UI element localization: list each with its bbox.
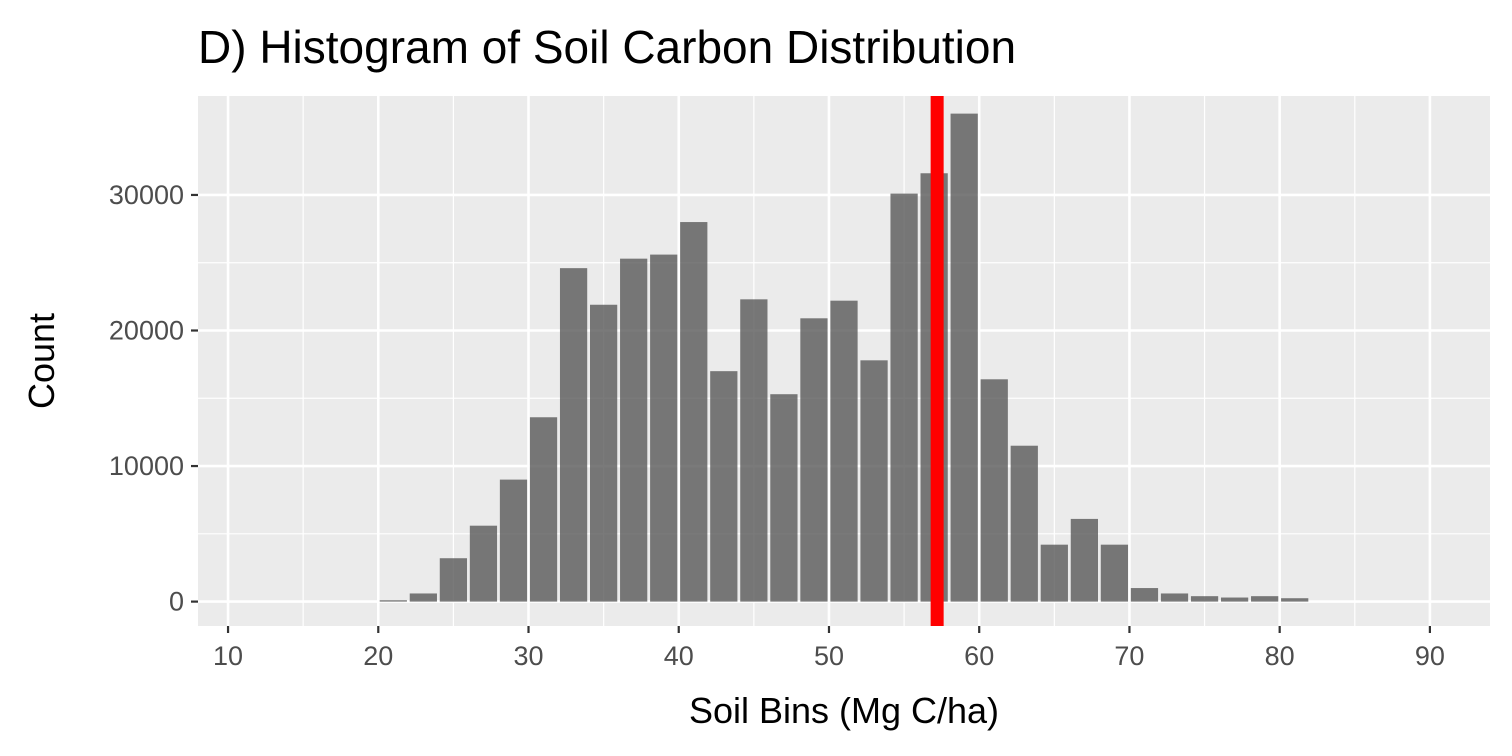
histogram-bar: [1190, 596, 1219, 602]
histogram-bar: [1220, 597, 1249, 602]
x-tick-label: 30: [513, 641, 543, 671]
y-tick-label: 0: [169, 587, 184, 617]
histogram-bar: [770, 394, 798, 602]
chart-title: D) Histogram of Soil Carbon Distribution: [198, 21, 1016, 73]
histogram-bar: [740, 299, 768, 602]
histogram-bar: [379, 600, 407, 602]
x-axis-title: Soil Bins (Mg C/ha): [689, 690, 999, 731]
histogram-bar: [620, 258, 648, 602]
histogram-bar: [830, 300, 858, 602]
histogram-bar: [650, 254, 678, 602]
histogram-bar: [499, 479, 528, 602]
histogram-bar: [980, 379, 1008, 602]
histogram-bar: [1281, 598, 1309, 602]
x-tick-label: 40: [664, 641, 694, 671]
histogram-bar: [1160, 593, 1189, 602]
histogram-bar: [890, 193, 918, 602]
histogram-bar: [800, 318, 828, 602]
x-tick-label: 20: [363, 641, 393, 671]
y-tick-label: 30000: [109, 180, 184, 210]
x-tick-label: 70: [1114, 641, 1144, 671]
x-tick-label: 50: [814, 641, 844, 671]
x-tick-label: 60: [964, 641, 994, 671]
histogram-bar: [710, 371, 738, 602]
histogram-bar: [950, 113, 978, 602]
histogram-bar: [1070, 518, 1098, 602]
histogram-bar: [409, 593, 437, 602]
histogram-bar: [439, 558, 468, 602]
y-tick-label: 10000: [109, 451, 184, 481]
x-axis-ticks: 10 20 30 40 50 60 70 80 90: [213, 626, 1445, 671]
histogram-bar: [1100, 544, 1129, 602]
histogram-bar: [529, 417, 558, 602]
histogram-bar: [1010, 445, 1038, 602]
x-tick-label: 90: [1415, 641, 1445, 671]
x-tick-label: 10: [213, 641, 243, 671]
histogram-bar: [1040, 544, 1068, 602]
histogram-bar: [680, 222, 708, 602]
histogram-bar: [469, 525, 498, 602]
histogram-bar: [559, 268, 588, 602]
histogram-bar: [1251, 596, 1279, 602]
histogram-bar: [860, 360, 888, 602]
y-axis-title: Count: [21, 313, 62, 409]
x-tick-label: 80: [1265, 641, 1295, 671]
y-tick-label: 20000: [109, 316, 184, 346]
histogram-bar: [590, 304, 618, 602]
histogram-bar: [1130, 588, 1159, 602]
y-axis-ticks: 0 10000 20000 30000: [109, 180, 198, 617]
